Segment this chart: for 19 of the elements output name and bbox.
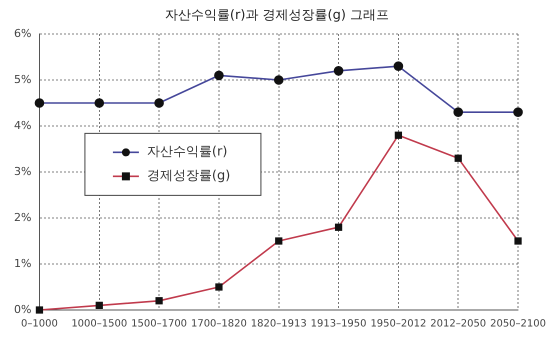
- y-tick-label: 2%: [14, 210, 32, 224]
- y-tick-label: 1%: [14, 256, 32, 270]
- chart-title: 자산수익률(r)과 경제성장률(g) 그래프: [164, 7, 390, 24]
- x-tick-label: 1913–1950: [310, 318, 367, 330]
- x-tick-label: 0–1000: [21, 318, 58, 330]
- x-tick-label: 1700–1820: [190, 318, 247, 330]
- x-tick-label: 1000–1500: [71, 318, 128, 330]
- x-tick-label: 1950–2012: [370, 318, 426, 330]
- x-tick-label: 1500–1700: [131, 318, 188, 330]
- y-tick-label: 5%: [14, 72, 32, 86]
- y-tick-label: 6%: [14, 26, 32, 40]
- x-tick-label: 1820–1913: [250, 318, 307, 330]
- legend-label: 자산수익률(r): [146, 144, 228, 160]
- x-tick-label: 2012–2050: [430, 318, 486, 330]
- legend-label: 경제성장률(g): [146, 168, 230, 184]
- y-tick-label: 3%: [14, 164, 32, 178]
- x-tick-label: 2050–2100: [490, 318, 546, 330]
- y-tick-label: 0%: [14, 302, 32, 316]
- y-tick-label: 4%: [14, 118, 32, 132]
